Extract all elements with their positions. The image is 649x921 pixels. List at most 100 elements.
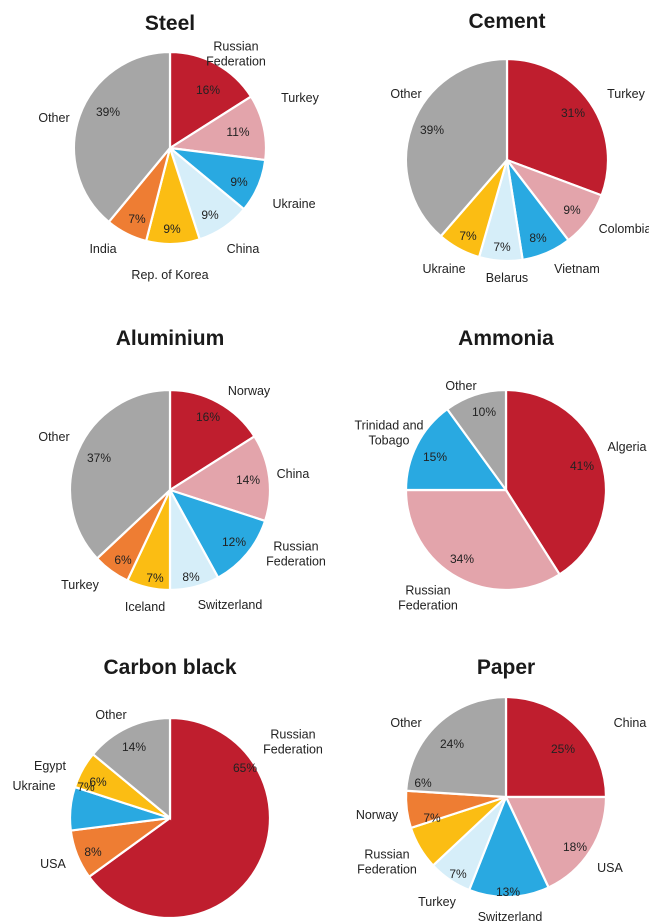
pie-chart-ammonia: Ammonia 41% Algeria 34% Russian Federation 15%… [354,327,646,613]
slice-percent-label: 25% [551,742,575,756]
slice-percent-label: 37% [87,451,111,465]
slice-percent-label: 10% [472,405,496,419]
slice-category-label: Turkey [281,91,319,105]
slice-category-label: Vietnam [554,262,600,276]
pie-slice-other [404,57,509,238]
pie-slice-other [68,388,172,561]
slice-category-label: Norway [356,808,399,822]
slice-percent-label: 8% [529,231,547,245]
slice-category-label: Other [445,379,476,393]
chart-title: Carbon black [103,656,236,679]
pie-slice-china [167,434,272,523]
slice-percent-label: 9% [230,175,248,189]
pie-slice-china [504,695,608,799]
slice-percent-label: 15% [423,450,447,464]
slice-percent-label: 16% [196,410,220,424]
slice-category-label: Russian Federation [398,584,458,613]
chart-title: Aluminium [116,327,225,350]
slice-percent-label: 16% [196,83,220,97]
slice-category-label: Norway [228,384,271,398]
slice-percent-label: 12% [222,535,246,549]
slice-category-label: Ukraine [272,197,315,211]
slice-percent-label: 7% [128,212,146,226]
slice-percent-label: 9% [201,208,219,222]
slice-category-label: Other [38,430,69,444]
slice-percent-label: 7% [77,780,95,794]
slice-category-label: Turkey [607,87,645,101]
slice-percent-label: 13% [496,885,520,899]
slice-percent-label: 7% [459,229,477,243]
slice-percent-label: 8% [182,570,200,584]
slice-percent-label: 11% [226,125,249,139]
pie-slice-other [91,716,172,821]
slice-category-label: Ukraine [422,262,465,276]
slice-percent-label: 39% [420,123,444,137]
pie-chart-cement: Cement 31% Turkey 9% Colombia 8% Vietnam 7% Bela… [390,10,649,285]
pie-slice-other [405,695,508,799]
slice-category-label: Other [38,111,69,125]
chart-title: Cement [468,10,545,33]
pie-chart-paper: Paper 25% China 18% USA 13% Switzerland 7% Turke… [356,656,647,921]
slice-percent-label: 9% [163,222,181,236]
slice-category-label: Iceland [125,600,165,614]
slice-category-label: Switzerland [478,910,543,921]
slice-category-label: Russian Federation [263,728,323,757]
slice-category-label: USA [597,861,623,875]
slice-category-label: Russian Federation [266,540,326,569]
pie-slice-norway [168,388,256,493]
slice-category-label: Other [390,87,421,101]
slice-category-label: Colombia [599,222,649,236]
slice-percent-label: 7% [493,240,511,254]
slice-category-label: Egypt [34,759,66,773]
slice-category-label: Switzerland [198,598,263,612]
slice-category-label: Rep. of Korea [131,268,208,282]
pie-slice-usa [504,795,608,889]
slice-category-label: Other [95,708,126,722]
pie-slice-turkey [505,57,610,197]
chart-title: Steel [145,12,195,35]
slice-percent-label: 14% [122,740,146,754]
slice-percent-label: 6% [414,776,432,790]
slice-percent-label: 34% [450,552,474,566]
slice-category-label: Turkey [418,895,456,909]
slice-percent-label: 6% [89,775,107,789]
chart-title: Paper [477,656,535,679]
slice-percent-label: 7% [423,811,441,825]
slice-category-label: China [614,716,647,730]
slice-percent-label: 8% [84,845,102,859]
slice-percent-label: 6% [114,553,132,567]
slice-category-label: China [227,242,260,256]
slice-category-label: Algeria [608,440,647,454]
slice-category-label: Russian Federation [357,848,417,877]
pie-slice-trinidad-and-tobago [404,407,509,492]
pie-slice-turkey [166,95,268,162]
pie-slice-switzerland [467,794,551,899]
slice-percent-label: 65% [233,761,257,775]
slice-percent-label: 7% [146,571,164,585]
pie-slice-russian-federation [168,50,253,151]
slice-category-label: Trinidad and Tobago [354,419,423,448]
pie-slice-russian-federation [87,716,272,920]
slice-category-label: Belarus [486,271,528,285]
slice-percent-label: 39% [96,105,120,119]
slice-percent-label: 18% [563,840,587,854]
pie-chart-carbon-black: Carbon black 65% Russian Federation 8% USA 7% U… [12,656,323,920]
pie-chart-steel: Steel 16% Russian Federation 11% Turkey 9% Ukra… [38,12,319,282]
slice-percent-label: 7% [449,867,467,881]
pie-slice-russian-federation [404,488,562,592]
chart-title: Ammonia [458,327,554,350]
slice-category-label: Ukraine [12,779,55,793]
pie-chart-aluminium: Aluminium 16% Norway 14% China 12% Russian Fede… [38,327,326,614]
slice-percent-label: 31% [561,106,585,120]
pie-slice-other [445,388,508,494]
slice-percent-label: 41% [570,459,594,473]
slice-category-label: China [277,467,310,481]
slice-category-label: Other [390,716,421,730]
slice-percent-label: 14% [236,473,260,487]
slice-category-label: Russian Federation [206,40,266,69]
slice-category-label: Turkey [61,578,99,592]
pie-slice-other [72,50,172,224]
slice-percent-label: 9% [563,203,581,217]
slice-category-label: India [89,242,116,256]
